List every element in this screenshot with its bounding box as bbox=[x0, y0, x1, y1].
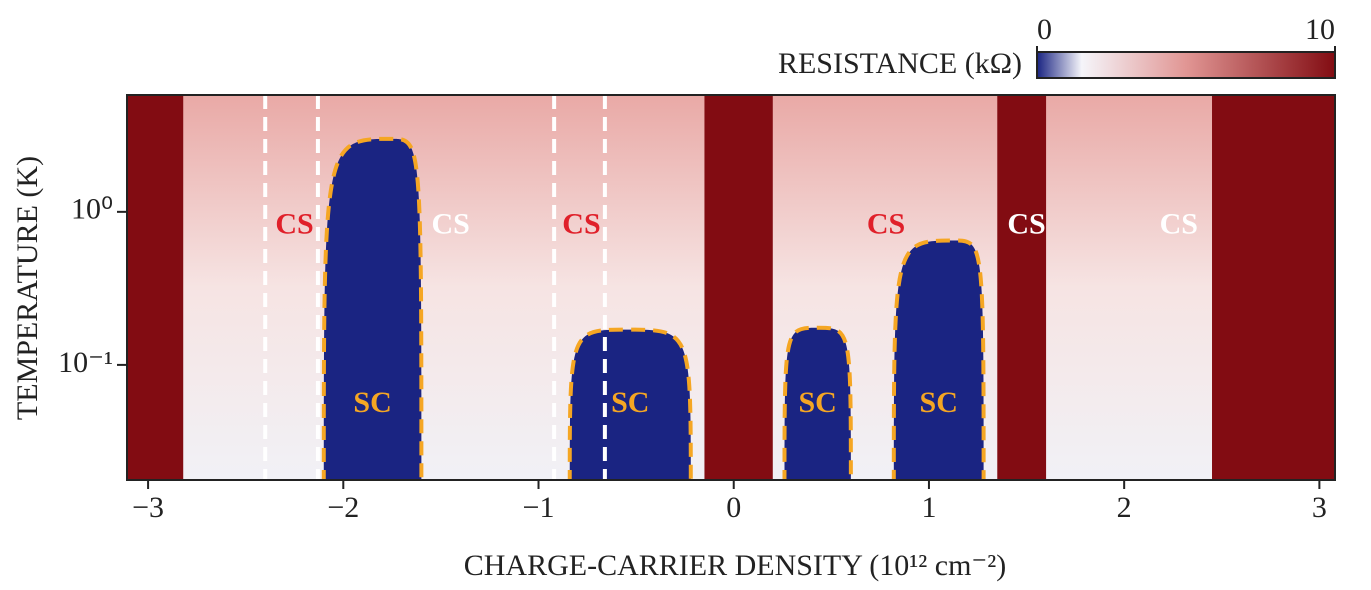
x-tick-label: 2 bbox=[1117, 491, 1132, 524]
colorbar-tick-label: 10 bbox=[1305, 13, 1335, 46]
cs-label: CS bbox=[431, 208, 469, 241]
colorbar-label: RESISTANCE (kΩ) bbox=[778, 47, 1022, 80]
x-tick-label: −2 bbox=[327, 491, 359, 524]
sc-dome-outline bbox=[321, 136, 424, 480]
plot-area: SC SC SC SC CS CS CS CS CS CS bbox=[127, 95, 1335, 480]
sc-dome-outline bbox=[891, 238, 986, 480]
x-axis-label: CHARGE-CARRIER DENSITY (10¹² cm⁻²) bbox=[464, 549, 1007, 582]
x-tick-label: −1 bbox=[523, 491, 555, 524]
sc-dome-outline bbox=[567, 327, 693, 480]
y-axis-label: TEMPERATURE (K) bbox=[11, 156, 44, 420]
cs-label: CS bbox=[1160, 208, 1198, 241]
x-tick-label: 0 bbox=[726, 491, 741, 524]
sc-label: SC bbox=[611, 386, 649, 419]
sc-dome-fill bbox=[569, 329, 691, 480]
y-tick-label: 10⁰ bbox=[71, 193, 113, 226]
x-tick-label: −3 bbox=[132, 491, 164, 524]
colorbar bbox=[1036, 51, 1336, 79]
sc-label: SC bbox=[798, 386, 836, 419]
x-tick-label: 1 bbox=[921, 491, 936, 524]
cs-label: CS bbox=[562, 208, 600, 241]
sc-label: SC bbox=[353, 386, 391, 419]
high-resistance-region bbox=[127, 95, 184, 480]
sc-label: SC bbox=[920, 386, 958, 419]
sc-dome-outline bbox=[782, 325, 853, 480]
high-resistance-region bbox=[1212, 95, 1335, 480]
plot-frame bbox=[126, 94, 1336, 481]
colorbar-tick-label: 0 bbox=[1037, 13, 1052, 46]
high-resistance-region bbox=[704, 95, 773, 480]
sc-dome-fill bbox=[323, 138, 422, 480]
cs-label: CS bbox=[1007, 208, 1045, 241]
sc-dome-fill bbox=[893, 240, 984, 480]
high-resistance-region bbox=[997, 95, 1047, 480]
y-tick-label: 10⁻¹ bbox=[58, 346, 113, 379]
cs-label: CS bbox=[867, 208, 905, 241]
sc-dome-fill bbox=[784, 327, 851, 480]
cs-label: CS bbox=[275, 208, 313, 241]
x-tick-label: 3 bbox=[1312, 491, 1327, 524]
